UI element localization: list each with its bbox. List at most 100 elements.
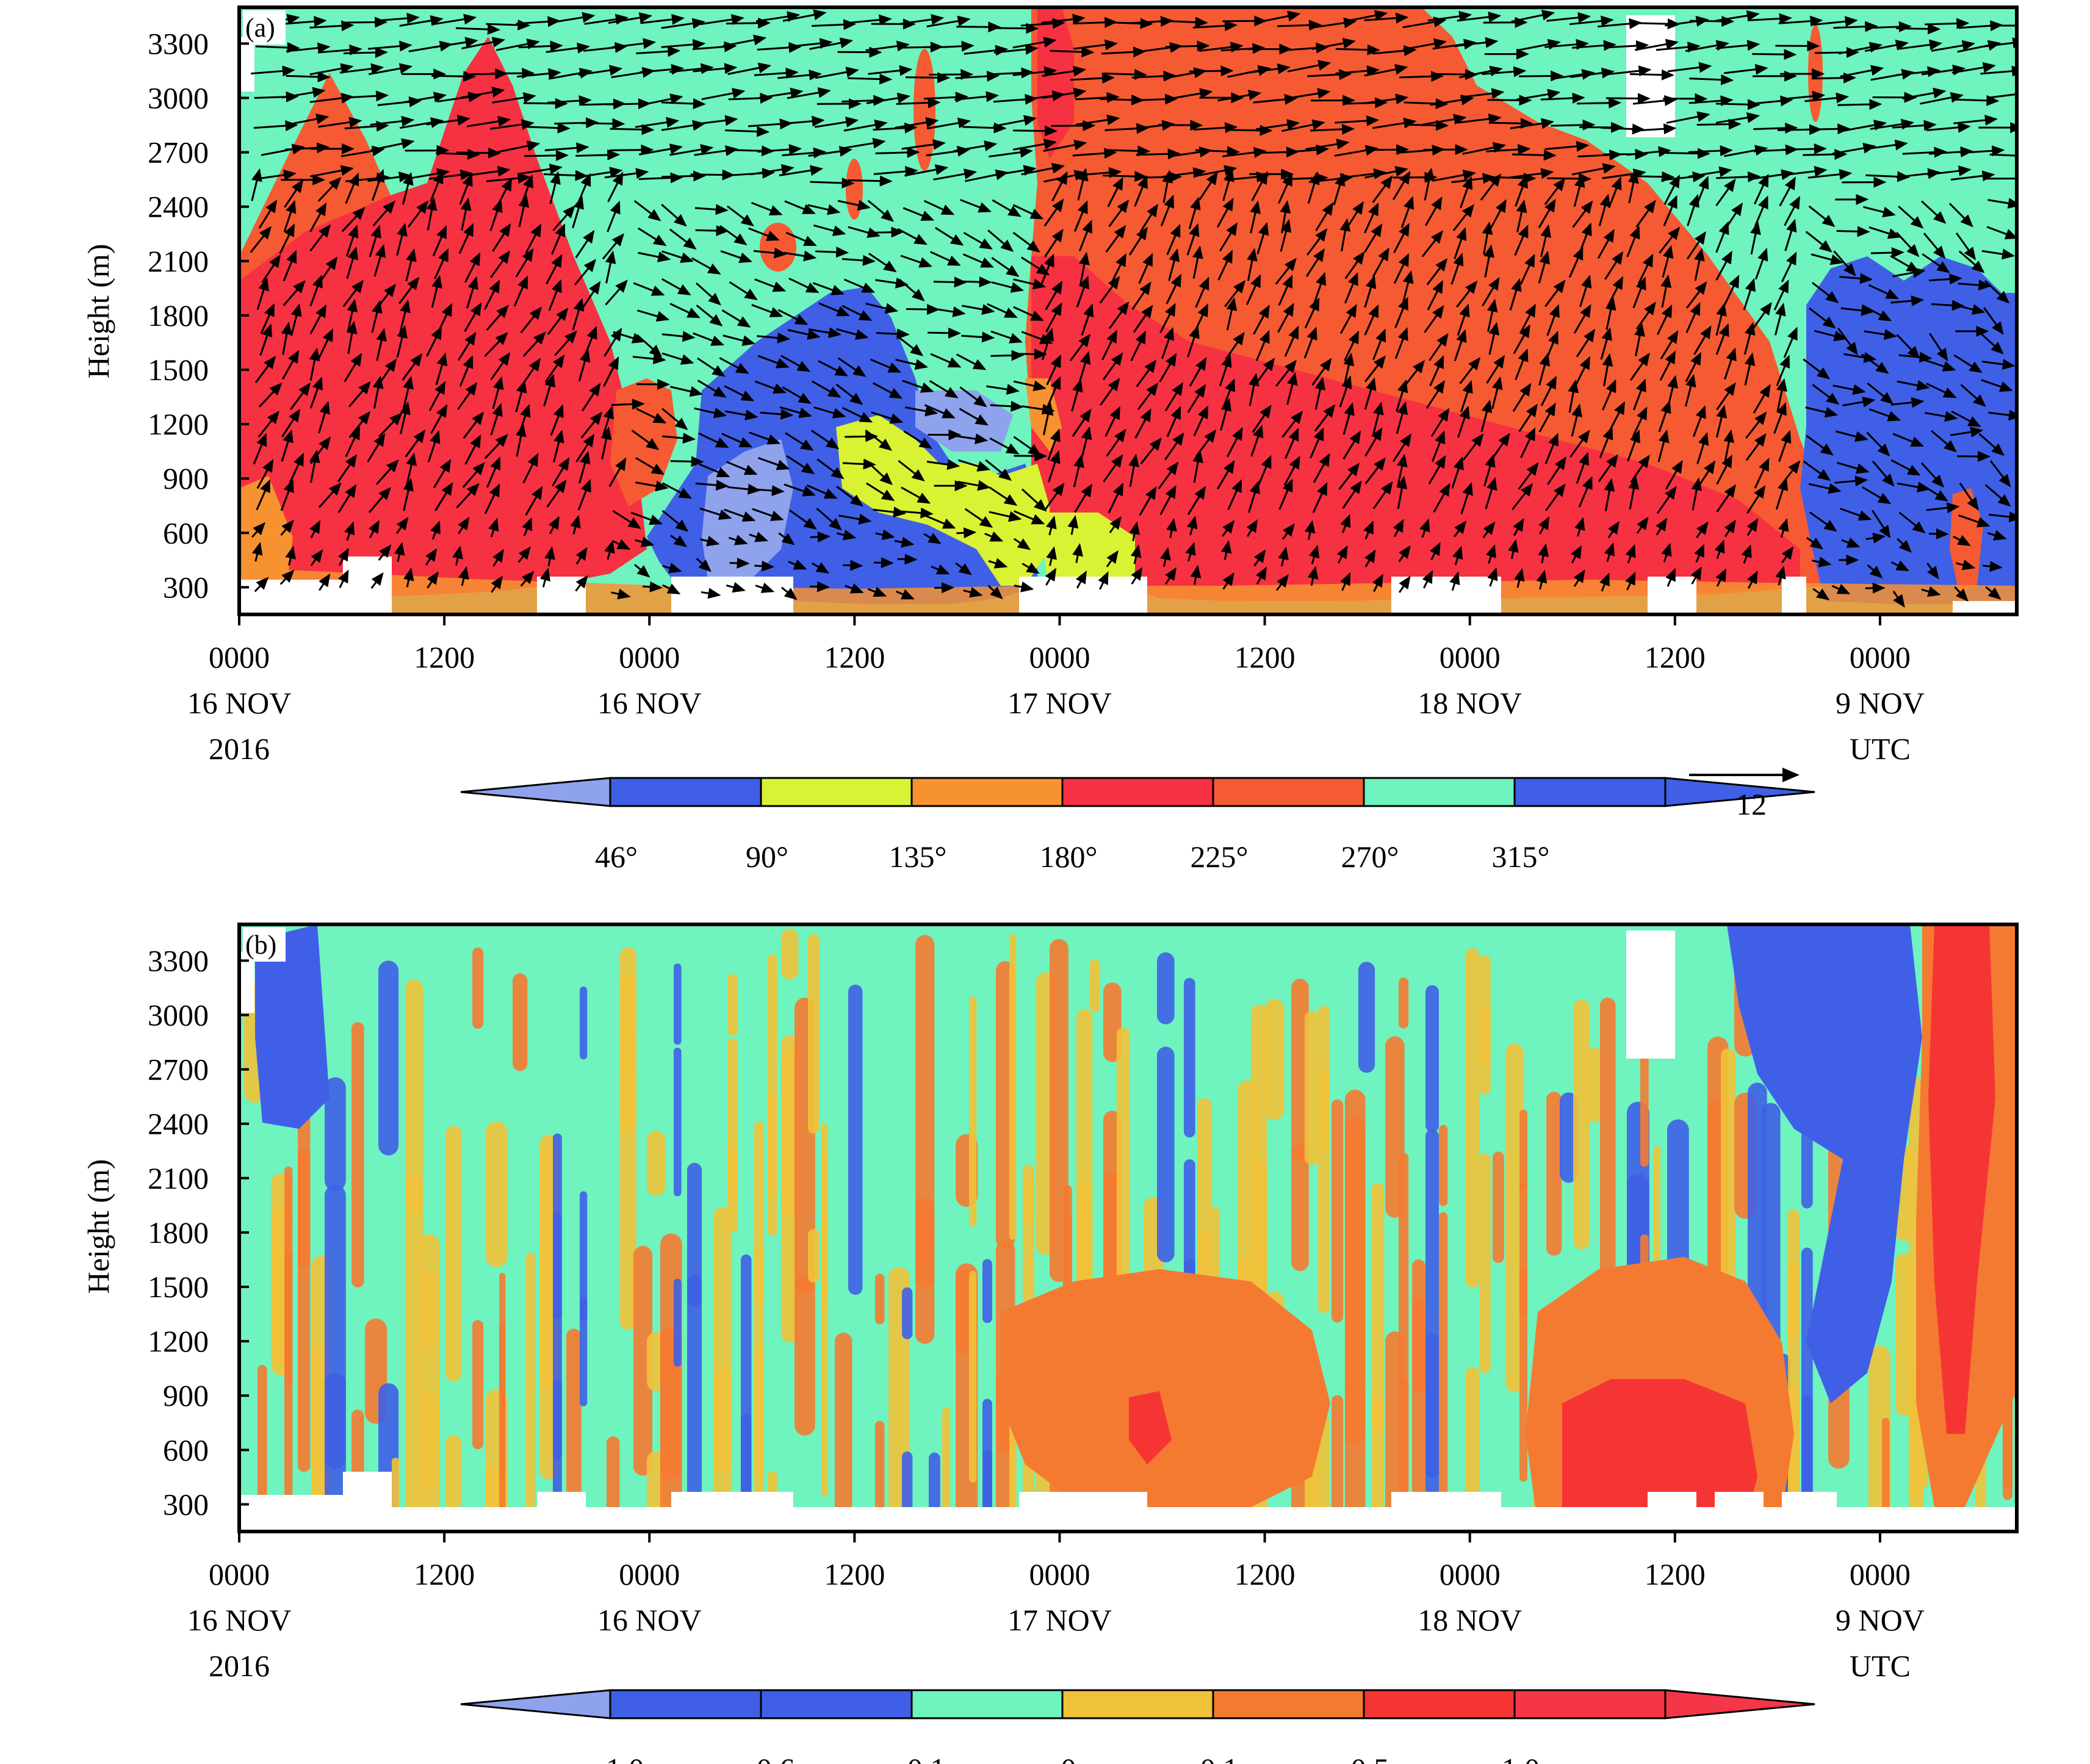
wind-vector bbox=[1275, 359, 1297, 387]
wind-vector bbox=[346, 246, 358, 279]
wind-vector bbox=[1784, 218, 1797, 251]
wind-vector bbox=[370, 115, 415, 127]
wind-vector bbox=[1867, 382, 1894, 405]
wind-vector bbox=[899, 14, 945, 25]
wind-vector bbox=[640, 63, 685, 75]
wind-vector bbox=[1540, 375, 1557, 406]
wind-vector bbox=[1551, 68, 1595, 80]
wind-vector bbox=[1715, 178, 1736, 207]
wind-vector bbox=[253, 120, 298, 132]
wind-vector bbox=[1663, 195, 1677, 226]
wind-vector bbox=[835, 383, 863, 405]
wind-vector bbox=[344, 120, 389, 132]
field-region bbox=[580, 986, 588, 1060]
wind-vector bbox=[1632, 276, 1646, 309]
wind-vector bbox=[604, 168, 649, 179]
wind-vector bbox=[953, 140, 998, 153]
wind-vector bbox=[1950, 170, 1995, 182]
colorbar-high-triangle bbox=[1664, 1689, 1815, 1719]
wind-vector bbox=[1806, 434, 1834, 456]
wind-vector bbox=[1364, 144, 1410, 156]
wind-vector bbox=[923, 92, 968, 103]
wind-vector bbox=[1072, 148, 1117, 159]
wind-vector bbox=[870, 358, 902, 373]
wind-vector bbox=[1399, 71, 1444, 82]
wind-vector bbox=[550, 404, 564, 436]
wind-vector bbox=[1400, 196, 1414, 228]
x-tick-label: 16 NOV bbox=[187, 1603, 292, 1637]
wind-vector bbox=[553, 430, 564, 463]
wind-vector bbox=[1922, 253, 1950, 273]
panel-a-label: (a) bbox=[245, 13, 275, 43]
panel-b-yticks: 300 600 900 1200 1500 1800 2100 2400 2700 3000 330… bbox=[148, 943, 249, 1521]
wind-vector bbox=[787, 87, 831, 99]
wind-vector bbox=[848, 73, 893, 85]
wind-vector bbox=[367, 433, 386, 463]
missing-data bbox=[239, 37, 254, 92]
wind-vector bbox=[1628, 170, 1639, 204]
wind-vector bbox=[607, 200, 621, 232]
wind-vector bbox=[780, 355, 811, 372]
wind-vector bbox=[1364, 165, 1408, 179]
wind-vector bbox=[368, 63, 413, 76]
wind-vector bbox=[1426, 257, 1448, 286]
wind-vector bbox=[1926, 121, 1971, 133]
wind-vector bbox=[341, 145, 385, 157]
wind-vector bbox=[670, 456, 704, 467]
wind-vector bbox=[1573, 174, 1585, 207]
field-region bbox=[929, 1452, 940, 1532]
wind-vector bbox=[1078, 351, 1091, 384]
wind-vector bbox=[495, 38, 540, 51]
colorbar-segment bbox=[1212, 777, 1365, 807]
wind-vector bbox=[1597, 229, 1615, 259]
wind-vector bbox=[1480, 173, 1502, 201]
wind-vector bbox=[1106, 145, 1151, 157]
wind-vector bbox=[1659, 350, 1676, 381]
wind-vector bbox=[1667, 62, 1712, 73]
wind-vector bbox=[461, 37, 506, 49]
wind-vector bbox=[1833, 21, 1878, 32]
wind-vector bbox=[317, 44, 362, 56]
wind-vector bbox=[956, 527, 977, 539]
wind-vector bbox=[1689, 74, 1734, 85]
wind-vector bbox=[1928, 528, 1949, 539]
wind-vector bbox=[1012, 139, 1058, 151]
wind-vector bbox=[1255, 329, 1270, 362]
wind-vector bbox=[426, 114, 470, 126]
wind-vector bbox=[729, 281, 758, 300]
wind-vector bbox=[285, 113, 330, 126]
wind-vector bbox=[1164, 382, 1184, 411]
field-region bbox=[1600, 998, 1616, 1308]
wind-vector bbox=[1864, 139, 1908, 151]
missing-data bbox=[1782, 1492, 1837, 1532]
wind-vector bbox=[399, 401, 411, 434]
wind-vector bbox=[405, 248, 417, 281]
wind-vector bbox=[693, 115, 738, 126]
wind-vector bbox=[777, 69, 822, 81]
wind-vector bbox=[754, 278, 787, 292]
wind-vector bbox=[1688, 145, 1733, 157]
wind-vector bbox=[548, 279, 562, 311]
wind-vector bbox=[345, 172, 359, 204]
field-region bbox=[1291, 1145, 1309, 1272]
wind-vector bbox=[1277, 303, 1294, 333]
wind-vector bbox=[254, 355, 276, 383]
wind-vector bbox=[1040, 253, 1054, 286]
wind-vector bbox=[1605, 297, 1616, 331]
wind-vector bbox=[724, 385, 755, 401]
x-tick-label: 1200 bbox=[1645, 640, 1706, 674]
wind-vector bbox=[750, 164, 795, 176]
field-region bbox=[835, 1333, 852, 1532]
wind-vector bbox=[1928, 146, 1973, 157]
wind-vector bbox=[632, 353, 666, 365]
wind-vector bbox=[1685, 302, 1701, 333]
wind-vector bbox=[343, 16, 388, 28]
x-tick-label: 16 NOV bbox=[597, 1603, 702, 1637]
field-region bbox=[1157, 1046, 1175, 1262]
wind-vector bbox=[727, 205, 754, 227]
wind-vector bbox=[309, 376, 323, 409]
wind-vector bbox=[486, 19, 531, 31]
wind-vector bbox=[1892, 433, 1925, 447]
wind-vector bbox=[1605, 93, 1651, 104]
wind-vector bbox=[898, 278, 925, 301]
